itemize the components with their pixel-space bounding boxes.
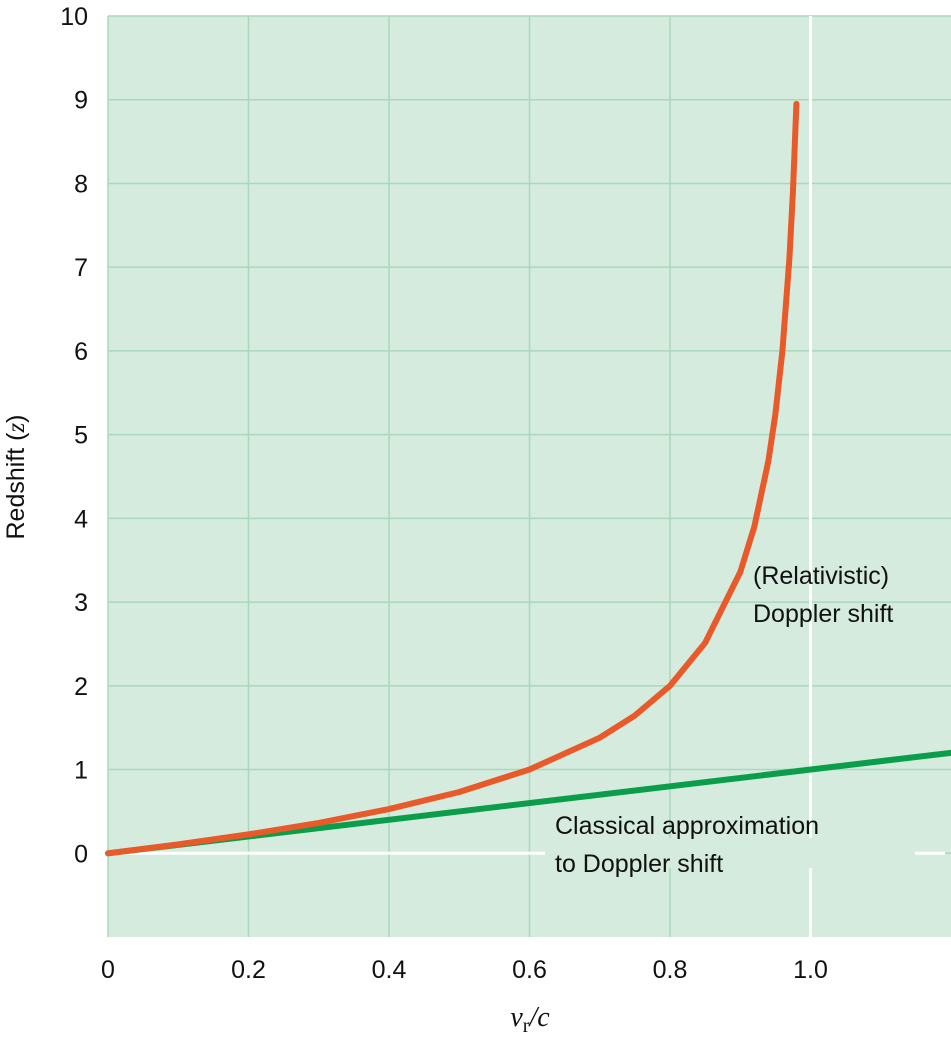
x-label-part: v	[510, 1002, 523, 1033]
y-tick-label: 8	[74, 170, 88, 198]
annotation-bg	[545, 838, 915, 868]
y-tick-label: 3	[74, 589, 88, 617]
y-tick-label: 4	[74, 505, 88, 533]
annotation: Doppler shift	[753, 600, 893, 628]
y-label-part: Redshift (	[2, 432, 30, 540]
y-label-part: z	[3, 423, 30, 434]
y-axis-label: Redshift (z)	[2, 414, 30, 539]
y-tick-label: 10	[60, 3, 88, 31]
x-label-part: r	[523, 1015, 530, 1037]
annotation: to Doppler shift	[555, 850, 723, 878]
y-tick-label: 2	[74, 673, 88, 701]
annotation: (Relativistic)	[753, 562, 889, 590]
x-tick-label: 0.2	[231, 956, 266, 984]
x-tick-label: 0.6	[512, 956, 547, 984]
x-axis-label: vr/c	[510, 1002, 550, 1037]
y-label-part: )	[2, 414, 30, 422]
y-tick-label: 9	[74, 87, 88, 115]
y-tick-label: 6	[74, 338, 88, 366]
y-tick-label: 0	[74, 840, 88, 868]
y-tick-label: 1	[74, 757, 88, 785]
data-line	[105, 100, 800, 857]
x-tick-label: 0	[101, 956, 115, 984]
x-label-part: /c	[527, 1002, 550, 1033]
x-tick-label: 0.4	[372, 956, 407, 984]
x-tick-label: 0.8	[653, 956, 688, 984]
y-tick-label: 7	[74, 254, 88, 282]
x-tick-label: 1.0	[793, 956, 828, 984]
series-group	[105, 100, 951, 857]
y-tick-label: 5	[74, 422, 88, 450]
annotation: Classical approximation	[555, 812, 819, 840]
